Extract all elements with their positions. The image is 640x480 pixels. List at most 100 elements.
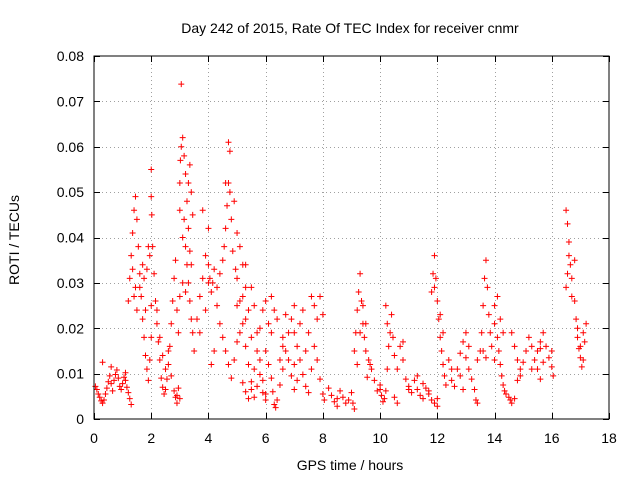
- data-point: [236, 243, 243, 250]
- data-point: [577, 343, 584, 350]
- data-point: [268, 375, 275, 382]
- chart-title: Day 242 of 2015, Rate Of TEC Index for r…: [181, 20, 519, 36]
- data-point: [430, 270, 437, 277]
- data-point: [173, 400, 180, 407]
- data-point: [400, 338, 406, 345]
- x-axis-label: GPS time / hours: [297, 457, 404, 473]
- data-point: [206, 275, 213, 282]
- data-point: [274, 316, 281, 323]
- data-point: [274, 396, 281, 403]
- data-point: [102, 391, 109, 398]
- data-point: [339, 394, 346, 401]
- data-point: [282, 311, 289, 318]
- data-point: [359, 302, 366, 309]
- data-point: [431, 400, 438, 407]
- data-point: [440, 361, 447, 368]
- x-tick-label: 8: [319, 430, 327, 446]
- data-point: [382, 387, 389, 394]
- data-point: [472, 396, 479, 403]
- data-point: [254, 329, 261, 336]
- data-point: [142, 352, 149, 359]
- data-point: [305, 389, 312, 396]
- data-point: [414, 386, 421, 393]
- data-point: [93, 386, 100, 393]
- data-point: [122, 369, 129, 376]
- data-point: [123, 384, 130, 391]
- data-point: [262, 391, 269, 398]
- data-point: [251, 302, 258, 309]
- data-point: [299, 307, 306, 314]
- data-point: [139, 261, 146, 268]
- data-point: [254, 347, 261, 354]
- data-point: [345, 396, 352, 403]
- data-point: [334, 403, 341, 410]
- data-point: [460, 386, 467, 393]
- data-point: [417, 392, 424, 399]
- data-point: [517, 372, 524, 379]
- data-point: [245, 307, 252, 314]
- data-point: [377, 386, 384, 393]
- data-point: [474, 357, 481, 364]
- data-point: [185, 279, 192, 286]
- y-tick-label: 0.01: [57, 366, 84, 382]
- data-point: [168, 320, 175, 327]
- data-point: [182, 243, 189, 250]
- data-point: [523, 347, 530, 354]
- data-point: [357, 270, 364, 277]
- data-point: [511, 343, 518, 350]
- data-point: [135, 243, 142, 250]
- data-point: [276, 357, 283, 364]
- data-point: [291, 386, 298, 393]
- data-point: [445, 357, 452, 364]
- data-point: [214, 302, 221, 309]
- data-point: [302, 347, 309, 354]
- data-point: [185, 180, 192, 187]
- data-point: [328, 392, 335, 399]
- data-point: [448, 377, 455, 384]
- data-point: [308, 366, 315, 373]
- y-tick-label: 0.04: [57, 230, 84, 246]
- data-point: [231, 198, 238, 205]
- data-point: [225, 139, 232, 146]
- data-point: [239, 379, 246, 386]
- data-point: [182, 170, 189, 177]
- data-point: [248, 334, 255, 341]
- data-point: [537, 376, 544, 383]
- data-point: [482, 257, 489, 264]
- data-point: [151, 270, 158, 277]
- data-point: [161, 391, 168, 398]
- data-point: [387, 329, 394, 336]
- data-point: [548, 363, 555, 370]
- data-point: [574, 334, 581, 341]
- data-point: [299, 371, 306, 378]
- data-point: [354, 361, 361, 368]
- data-point: [153, 320, 160, 327]
- data-point: [149, 243, 156, 250]
- data-point: [311, 343, 318, 350]
- data-point: [357, 329, 364, 336]
- data-point: [397, 343, 404, 350]
- data-point: [361, 334, 368, 341]
- data-point: [474, 400, 481, 407]
- data-point: [139, 316, 146, 323]
- data-point: [272, 404, 279, 411]
- data-point: [348, 389, 355, 396]
- data-point: [245, 395, 252, 402]
- data-point: [563, 207, 570, 214]
- data-point: [125, 389, 132, 396]
- data-point: [248, 284, 255, 291]
- data-point: [420, 380, 427, 387]
- data-point: [442, 381, 449, 388]
- data-point: [389, 334, 396, 341]
- data-point: [503, 391, 509, 398]
- data-point: [234, 302, 241, 309]
- data-point: [199, 275, 206, 282]
- data-point: [505, 394, 512, 401]
- data-point: [265, 361, 272, 368]
- data-point: [291, 361, 298, 368]
- data-point: [205, 225, 212, 232]
- data-point: [384, 366, 391, 373]
- data-point: [166, 343, 173, 350]
- y-tick-label: 0.07: [57, 93, 84, 109]
